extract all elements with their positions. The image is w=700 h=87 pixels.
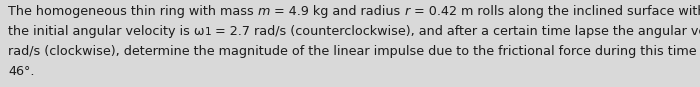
Text: = 0.42 m rolls along the inclined surface without slipping. If: = 0.42 m rolls along the inclined surfac… (410, 5, 700, 18)
Text: rad/s (clockwise), determine the magnitude of the linear impulse due to the fric: rad/s (clockwise), determine the magnitu… (8, 45, 700, 58)
Text: 1: 1 (204, 27, 211, 37)
Text: r: r (405, 5, 409, 18)
Text: = 4.9 kg and radius: = 4.9 kg and radius (270, 5, 405, 18)
Text: 46°.: 46°. (8, 65, 34, 78)
Text: The homogeneous thin ring with mass: The homogeneous thin ring with mass (8, 5, 258, 18)
Text: the initial angular velocity is ω: the initial angular velocity is ω (8, 25, 204, 38)
Text: m: m (258, 5, 270, 18)
Text: = 2.7 rad/s (counterclockwise), and after a certain time lapse the angular veloc: = 2.7 rad/s (counterclockwise), and afte… (211, 25, 700, 38)
